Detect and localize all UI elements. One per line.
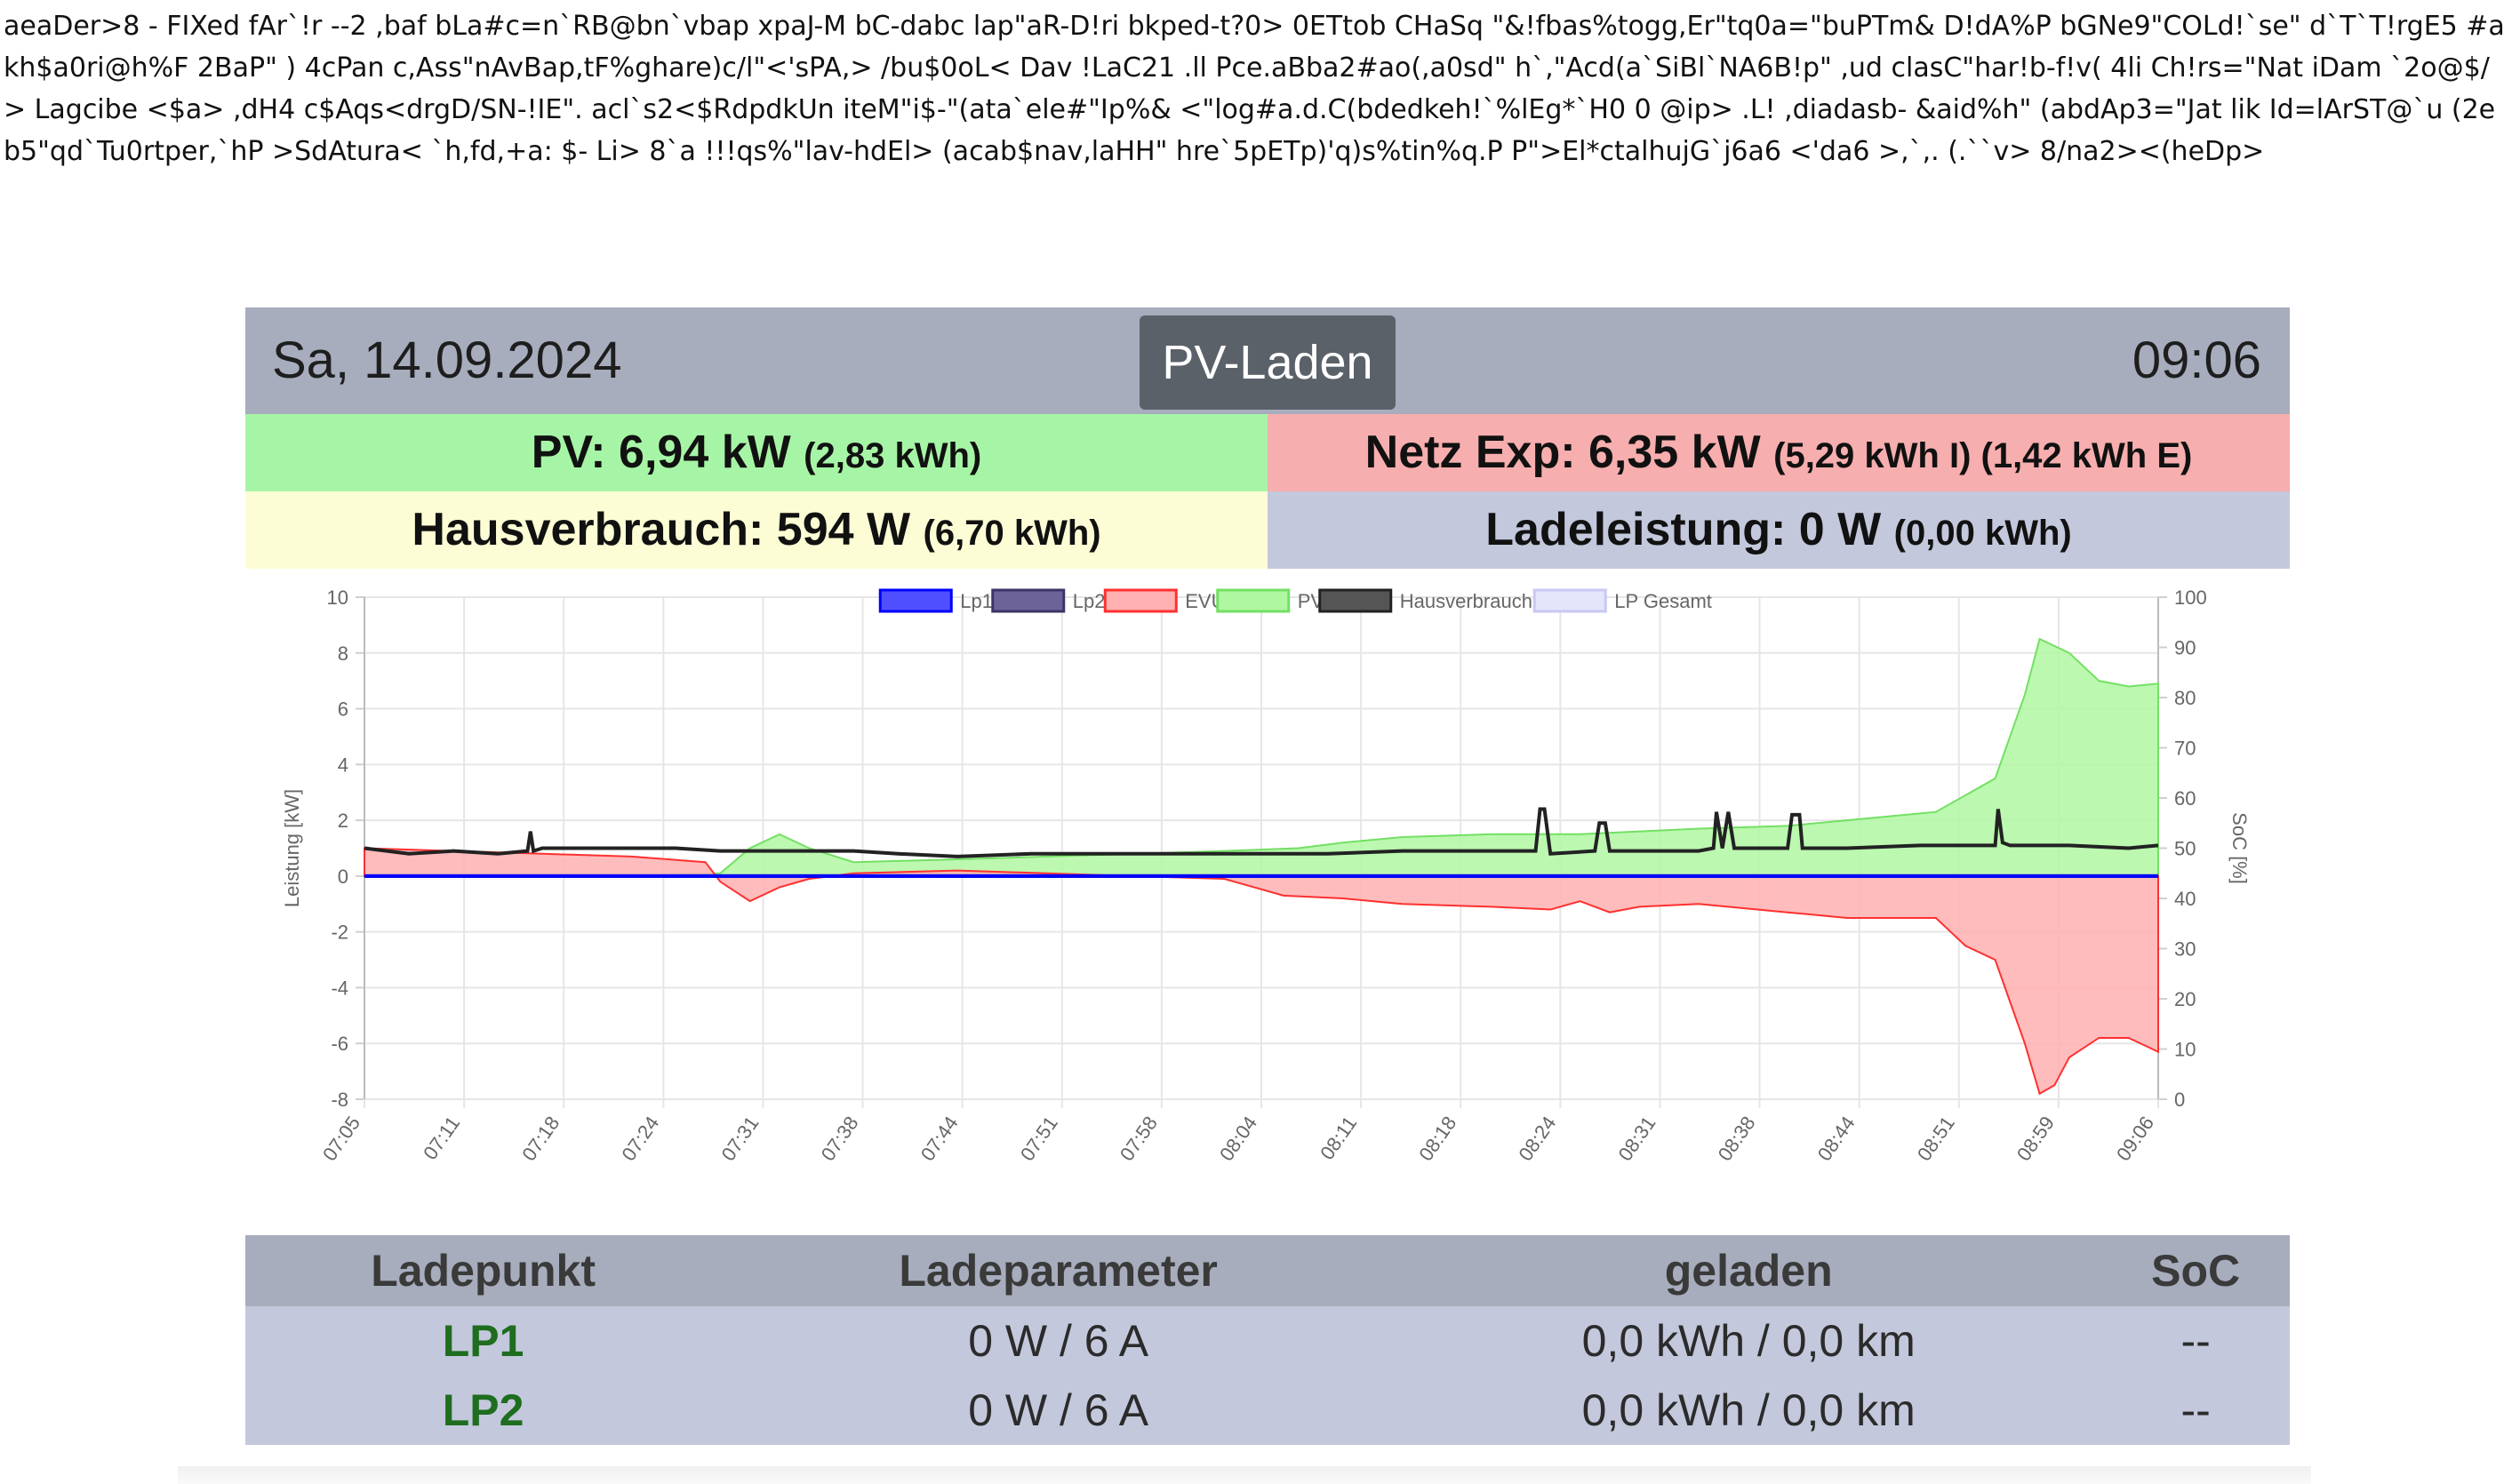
x-tick-label: 08:31 — [1613, 1113, 1660, 1165]
x-tick-label: 07:58 — [1116, 1113, 1162, 1165]
x-tick-label: 08:44 — [1813, 1113, 1860, 1165]
y-tick-label: 8 — [338, 642, 348, 665]
pv-dashboard: Sa, 14.09.2024 PV-Laden 09:06 PV: 6,94 k… — [245, 307, 2290, 1445]
lp-soc: -- — [2101, 1376, 2290, 1445]
legend-swatch-lp-gesamt — [1532, 588, 1607, 613]
pv-energy: (2,83 kWh) — [804, 436, 982, 475]
time-display: 09:06 — [2132, 331, 2261, 389]
page-shadow — [178, 1466, 2311, 1484]
y-tick-label: -2 — [331, 922, 348, 944]
column-header-ladepunkt: Ladepunkt — [245, 1235, 722, 1306]
x-tick-label: 07:24 — [617, 1113, 663, 1165]
series-pv-area — [364, 637, 2159, 877]
pv-power: PV: 6,94 kW (2,83 kWh) — [245, 414, 1268, 491]
y2-axis-label: SoC [%] — [2228, 812, 2251, 884]
legend-swatch-hausverbrauch — [1318, 588, 1393, 613]
y2-tick-label: 30 — [2174, 938, 2196, 961]
y-tick-label: -6 — [331, 1033, 348, 1055]
grid-energy: (5,29 kWh I) (1,42 kWh E) — [1773, 436, 2193, 475]
mode-button[interactable]: PV-Laden — [1140, 315, 1396, 410]
legend-swatch-pv — [1216, 588, 1291, 613]
legend-swatch-evu — [1103, 588, 1178, 613]
x-tick-label: 08:38 — [1714, 1113, 1760, 1165]
y2-tick-label: 20 — [2174, 988, 2196, 1010]
y2-tick-label: 40 — [2174, 888, 2196, 910]
y2-tick-label: 70 — [2174, 738, 2196, 760]
y-tick-label: 6 — [338, 698, 348, 721]
series-hausverbrauch-line — [364, 807, 2159, 858]
y2-tick-label: 80 — [2174, 687, 2196, 709]
y-tick-label: 0 — [338, 866, 348, 888]
x-tick-label: 07:11 — [419, 1113, 464, 1164]
house-consumption: Hausverbrauch: 594 W (6,70 kWh) — [245, 491, 1268, 569]
legend-swatch-lp1 — [878, 588, 953, 613]
house-energy: (6,70 kWh) — [923, 514, 1101, 553]
x-tick-label: 07:18 — [517, 1113, 564, 1165]
legend-swatch-lp2 — [991, 588, 1066, 613]
x-tick-label: 07:44 — [916, 1113, 963, 1165]
lp-name[interactable]: LP2 — [245, 1376, 722, 1445]
pv-power-label: PV: 6,94 kW — [531, 427, 791, 478]
x-tick-label: 08:18 — [1414, 1113, 1460, 1165]
y2-tick-label: 90 — [2174, 637, 2196, 659]
table-row[interactable]: LP1 0 W / 6 A 0,0 kWh / 0,0 km -- — [245, 1306, 2290, 1376]
x-tick-label: 08:04 — [1215, 1113, 1261, 1165]
y2-tick-label: 50 — [2174, 838, 2196, 860]
x-tick-label: 07:51 — [1016, 1113, 1062, 1165]
summary-row-2: Hausverbrauch: 594 W (6,70 kWh) Ladeleis… — [245, 491, 2290, 569]
legend-label-hausverbrauch: Hausverbrauch — [1400, 590, 1532, 612]
legend-label-lp2: Lp2 — [1073, 590, 1106, 612]
lp-charged: 0,0 kWh / 0,0 km — [1396, 1306, 2102, 1376]
column-header-geladen: geladen — [1396, 1235, 2102, 1306]
charging-power-label: Ladeleistung: 0 W — [1485, 504, 1882, 555]
table-row[interactable]: LP2 0 W / 6 A 0,0 kWh / 0,0 km -- — [245, 1376, 2290, 1445]
y-axis-label: Leistung [kW] — [281, 789, 303, 907]
summary-row-1: PV: 6,94 kW (2,83 kWh) Netz Exp: 6,35 kW… — [245, 414, 2290, 491]
x-tick-label: 08:59 — [2012, 1113, 2059, 1165]
header-raw-text: aeaDer>8 - FIXed fAr`!r --2 ,baf bLa#c=n… — [4, 11, 2505, 167]
lp-params: 0 W / 6 A — [721, 1376, 1396, 1445]
x-tick-label: 07:38 — [817, 1113, 863, 1165]
x-tick-label: 08:51 — [1913, 1113, 1959, 1165]
y-tick-label: -8 — [331, 1089, 348, 1111]
power-chart: 10 8 6 4 2 0 -2 -4 -6 -8 07:05 07:11 07:18 07:24 07:31… — [245, 569, 2290, 1235]
column-header-soc: SoC — [2101, 1235, 2290, 1306]
date-display: Sa, 14.09.2024 — [272, 331, 622, 389]
y-tick-label: -4 — [331, 977, 348, 999]
y2-tick-label: 0 — [2174, 1089, 2185, 1111]
charging-energy: (0,00 kWh) — [1893, 514, 2072, 553]
table-header-row: Ladepunkt Ladeparameter geladen SoC — [245, 1235, 2290, 1306]
y2-tick-label: 60 — [2174, 787, 2196, 810]
legend-label-lp1: Lp1 — [960, 590, 993, 612]
y2-tick-label: 10 — [2174, 1039, 2196, 1061]
x-tick-label: 08:24 — [1514, 1113, 1560, 1165]
lp-charged: 0,0 kWh / 0,0 km — [1396, 1376, 2102, 1445]
lp-soc: -- — [2101, 1306, 2290, 1376]
lp-params: 0 W / 6 A — [721, 1306, 1396, 1376]
grid-power: Netz Exp: 6,35 kW (5,29 kWh I) (1,42 kWh… — [1268, 414, 2290, 491]
y2-tick-label: 100 — [2174, 586, 2207, 609]
y-tick-label: 4 — [338, 754, 348, 776]
x-tick-label: 07:05 — [318, 1113, 364, 1165]
charging-power: Ladeleistung: 0 W (0,00 kWh) — [1268, 491, 2290, 569]
y-tick-label: 2 — [338, 810, 348, 832]
grid-power-label: Netz Exp: 6,35 kW — [1364, 427, 1761, 478]
y-tick-label: 10 — [327, 586, 348, 609]
x-tick-label: 09:06 — [2112, 1113, 2158, 1165]
charge-point-table: Ladepunkt Ladeparameter geladen SoC LP1 … — [245, 1235, 2290, 1445]
top-bar: Sa, 14.09.2024 PV-Laden 09:06 — [245, 307, 2290, 414]
x-tick-label: 07:31 — [716, 1113, 763, 1165]
column-header-ladeparameter: Ladeparameter — [721, 1235, 1396, 1306]
house-consumption-label: Hausverbrauch: 594 W — [412, 504, 911, 555]
series-evu-area — [364, 847, 2159, 1096]
x-tick-label: 08:11 — [1316, 1113, 1361, 1164]
legend-label-lp-gesamt: LP Gesamt — [1614, 590, 1712, 612]
lp-name[interactable]: LP1 — [245, 1306, 722, 1376]
